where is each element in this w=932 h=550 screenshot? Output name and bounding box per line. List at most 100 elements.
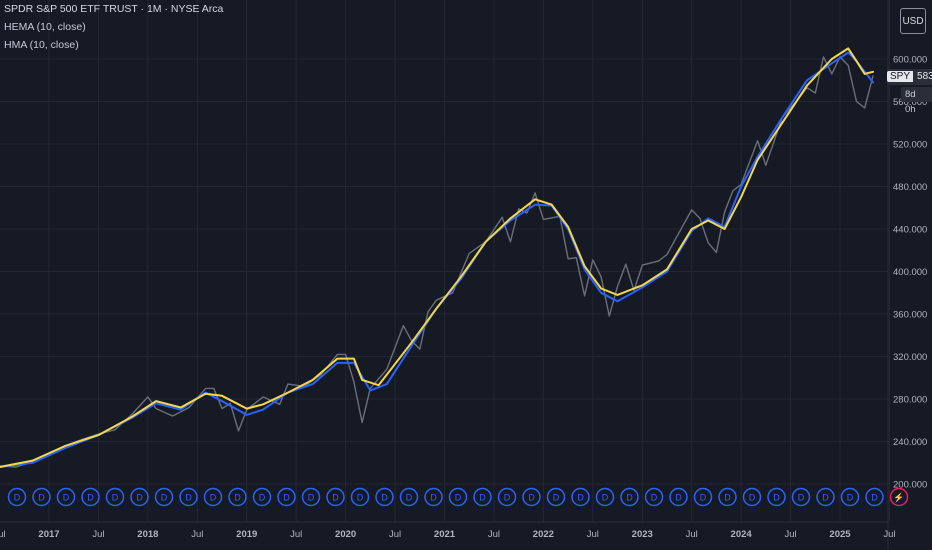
event-marker-dividend[interactable]: D xyxy=(522,487,541,507)
x-tick-label: Jul xyxy=(191,529,203,540)
x-tick-label: Jul xyxy=(587,529,599,540)
svg-text:D: D xyxy=(283,493,290,503)
event-marker-dividend[interactable]: D xyxy=(595,487,615,507)
y-tick-label: 480.000 xyxy=(893,182,927,193)
svg-text:D: D xyxy=(259,493,266,503)
event-marker-dividend[interactable]: D xyxy=(32,487,51,507)
event-marker-dividend[interactable]: D xyxy=(448,487,468,507)
svg-text:D: D xyxy=(626,493,633,503)
svg-text:D: D xyxy=(700,493,707,503)
svg-text:D: D xyxy=(455,493,462,503)
event-marker-dividend[interactable]: D xyxy=(301,487,321,507)
svg-text:D: D xyxy=(724,493,731,503)
x-tick-label: 2017 xyxy=(38,529,59,540)
svg-text:D: D xyxy=(528,493,535,503)
svg-text:D: D xyxy=(38,493,45,503)
svg-text:D: D xyxy=(357,493,364,503)
y-tick-label: 560.000 xyxy=(893,97,927,108)
x-tick-label: 2020 xyxy=(335,529,356,540)
svg-text:D: D xyxy=(185,493,192,503)
y-tick-label: 360.000 xyxy=(893,310,927,321)
event-marker-dividend[interactable]: D xyxy=(228,487,247,507)
event-marker-dividend[interactable]: D xyxy=(669,487,688,507)
x-tick-label: 2021 xyxy=(434,529,456,540)
currency-button[interactable]: USD xyxy=(900,8,926,34)
price-tag-value: 583.090 xyxy=(917,71,932,82)
event-marker-dividend[interactable]: D xyxy=(179,487,198,507)
x-tick-label: 2022 xyxy=(533,529,554,540)
y-tick-label: 280.000 xyxy=(893,395,927,406)
x-tick-label: 2018 xyxy=(137,529,158,540)
event-marker-dividend[interactable]: D xyxy=(81,487,100,507)
event-marker-dividend[interactable]: D xyxy=(424,487,443,507)
svg-text:D: D xyxy=(553,493,560,503)
event-marker-dividend[interactable]: D xyxy=(742,487,762,507)
event-marker-dividend[interactable]: D xyxy=(154,487,174,507)
event-marker-dividend[interactable]: D xyxy=(546,487,566,507)
svg-text:D: D xyxy=(675,493,682,503)
event-marker-dividend[interactable]: D xyxy=(571,487,590,507)
event-marker-split[interactable]: ⚡ xyxy=(889,487,909,507)
svg-text:D: D xyxy=(112,493,119,503)
svg-text:D: D xyxy=(651,493,658,503)
series-line-spy xyxy=(0,56,874,468)
svg-text:⚡: ⚡ xyxy=(893,492,904,504)
price-tag-symbol: SPY xyxy=(887,71,914,82)
event-marker-dividend[interactable]: D xyxy=(277,487,296,507)
event-marker-dividend[interactable]: D xyxy=(840,487,860,507)
y-tick-label: 400.000 xyxy=(893,267,927,278)
svg-text:D: D xyxy=(822,493,829,503)
event-marker-dividend[interactable]: D xyxy=(767,487,786,507)
x-tick-label: 2019 xyxy=(236,529,257,540)
svg-text:D: D xyxy=(406,493,413,503)
event-marker-dividend[interactable]: D xyxy=(473,487,492,507)
y-tick-label: 320.000 xyxy=(893,352,927,363)
event-marker-dividend[interactable]: D xyxy=(326,487,345,507)
svg-text:D: D xyxy=(847,493,854,503)
legend-hma[interactable]: HMA (10, close) xyxy=(4,39,79,51)
x-tick-label: Jul xyxy=(389,529,401,540)
series-line-hma xyxy=(0,51,874,468)
event-marker-dividend[interactable]: D xyxy=(399,487,419,507)
event-marker-dividend[interactable]: D xyxy=(252,487,272,507)
svg-text:D: D xyxy=(14,493,21,503)
legend-hema[interactable]: HEMA (10, close) xyxy=(4,21,86,33)
event-marker-dividend[interactable]: D xyxy=(497,487,517,507)
x-tick-label: Jul xyxy=(488,529,500,540)
event-marker-dividend[interactable]: D xyxy=(693,487,713,507)
x-tick-label: 2025 xyxy=(829,529,851,540)
x-tick-label: 2024 xyxy=(731,529,753,540)
event-marker-dividend[interactable]: D xyxy=(203,487,223,507)
svg-text:D: D xyxy=(308,493,315,503)
event-marker-dividend[interactable]: D xyxy=(375,487,394,507)
x-tick-label: Jul xyxy=(0,529,6,540)
svg-text:D: D xyxy=(161,493,168,503)
event-marker-dividend[interactable]: D xyxy=(816,487,835,507)
event-marker-dividend[interactable]: D xyxy=(56,487,76,507)
svg-text:D: D xyxy=(381,493,388,503)
event-marker-dividend[interactable]: D xyxy=(865,487,884,507)
y-tick-label: 440.000 xyxy=(893,225,927,236)
svg-text:D: D xyxy=(577,493,584,503)
svg-text:D: D xyxy=(749,493,756,503)
event-marker-dividend[interactable]: D xyxy=(620,487,639,507)
chart-title: SPDR S&P 500 ETF TRUST · 1M · NYSE Arca xyxy=(4,3,224,15)
event-marker-dividend[interactable]: D xyxy=(791,487,811,507)
x-tick-label: Jul xyxy=(784,529,796,540)
bar-countdown: 8d 0h xyxy=(901,87,932,115)
series-line-hema xyxy=(0,47,874,468)
x-tick-label: Jul xyxy=(290,529,302,540)
event-marker-dividend[interactable]: D xyxy=(644,487,664,507)
svg-text:D: D xyxy=(136,493,143,503)
svg-text:D: D xyxy=(773,493,780,503)
x-tick-label: Jul xyxy=(92,529,104,540)
event-marker-dividend[interactable]: D xyxy=(718,487,737,507)
event-marker-dividend[interactable]: D xyxy=(350,487,370,507)
event-marker-dividend[interactable]: D xyxy=(105,487,125,507)
event-marker-dividend[interactable]: D xyxy=(7,487,27,507)
event-marker-dividend[interactable]: D xyxy=(130,487,149,507)
svg-text:D: D xyxy=(871,493,878,503)
